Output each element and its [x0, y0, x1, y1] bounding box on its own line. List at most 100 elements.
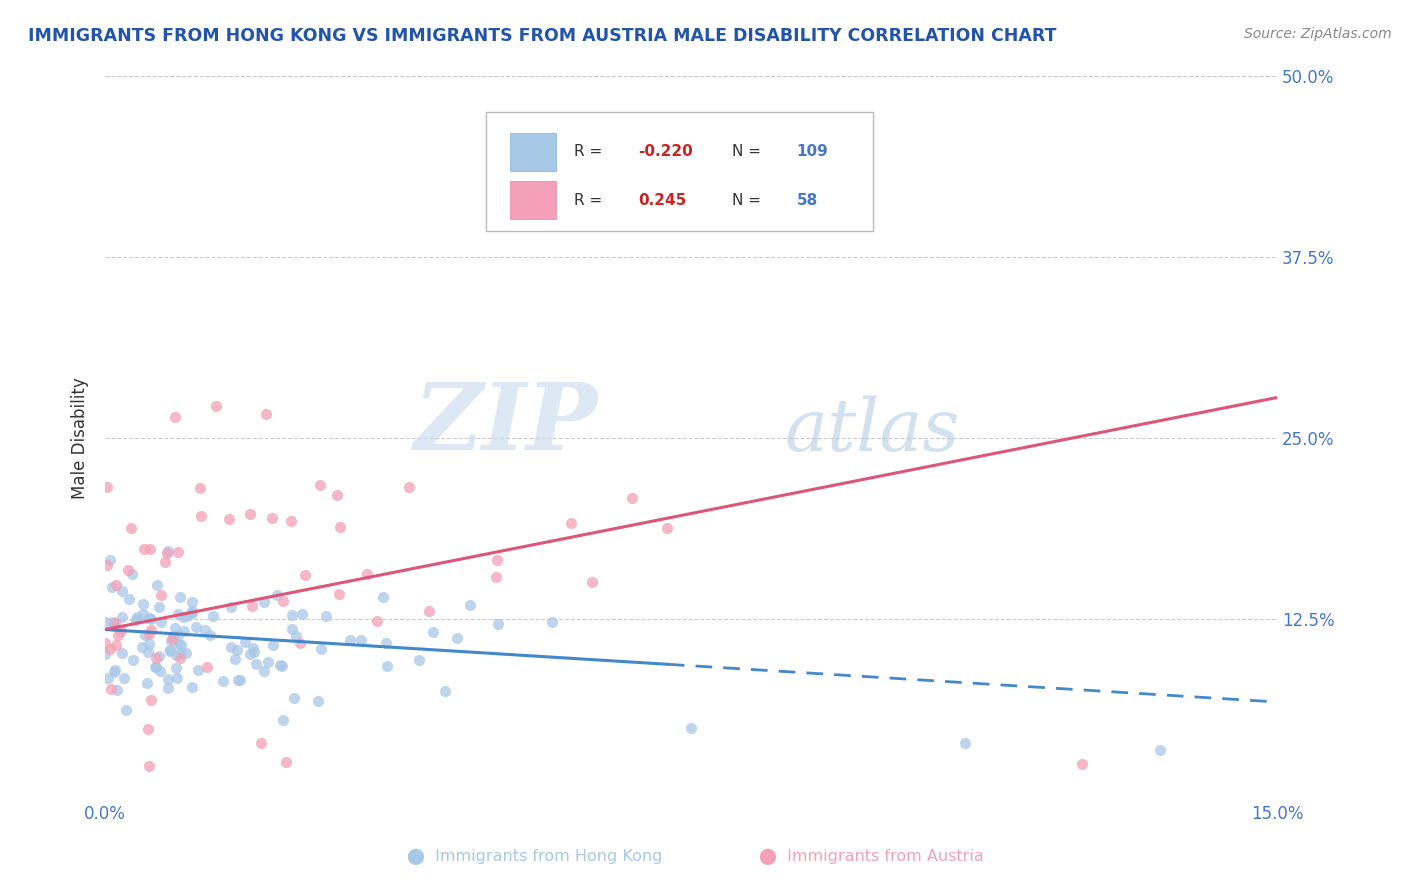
Point [94, 647, 117, 661]
Point [110, 624, 132, 639]
Point [138, 645, 160, 659]
Point [602, 155, 624, 169]
Point [120, 521, 142, 535]
Point [486, 617, 509, 632]
Point [375, 659, 398, 673]
Point [245, 657, 267, 671]
Point [148, 600, 170, 615]
Point [398, 479, 420, 493]
Point [184, 620, 207, 634]
Point [176, 646, 198, 660]
Point [371, 591, 394, 605]
Point [205, 399, 228, 413]
Point [181, 680, 204, 694]
Text: ZIP: ZIP [413, 378, 598, 468]
Point [219, 640, 242, 655]
Point [180, 595, 202, 609]
Point [253, 594, 276, 608]
Point [176, 609, 198, 624]
Point [167, 628, 190, 642]
Point [219, 600, 242, 615]
Point [97, 671, 120, 685]
Point [181, 606, 204, 620]
Point [163, 409, 186, 424]
Text: Source: ZipAtlas.com: Source: ZipAtlas.com [1244, 27, 1392, 41]
Point [422, 624, 444, 639]
Point [136, 722, 159, 736]
Point [157, 681, 180, 696]
Point [117, 563, 139, 577]
Point [434, 684, 457, 698]
Point [242, 640, 264, 655]
Point [254, 407, 277, 421]
Point [188, 481, 211, 495]
Point [271, 593, 294, 607]
Point [195, 659, 218, 673]
Text: R =: R = [574, 193, 607, 208]
Text: ⬤  Immigrants from Hong Kong: ⬤ Immigrants from Hong Kong [406, 849, 662, 865]
Point [408, 653, 430, 667]
Point [262, 638, 284, 652]
Point [181, 604, 204, 618]
Point [187, 663, 209, 677]
Point [308, 477, 330, 491]
Point [681, 721, 703, 735]
Bar [509, 181, 557, 219]
Point [252, 664, 274, 678]
Point [309, 641, 332, 656]
Point [170, 638, 193, 652]
Point [166, 607, 188, 621]
Point [159, 643, 181, 657]
Point [167, 545, 190, 559]
Point [132, 541, 155, 556]
Point [172, 609, 194, 624]
Text: -0.220: -0.220 [638, 145, 693, 159]
Point [194, 623, 217, 637]
Point [103, 615, 125, 629]
Point [105, 682, 128, 697]
Point [104, 616, 127, 631]
Point [121, 567, 143, 582]
Text: R =: R = [574, 145, 607, 159]
Point [356, 567, 378, 582]
Point [621, 491, 644, 505]
Point [200, 628, 222, 642]
Point [294, 567, 316, 582]
Point [138, 541, 160, 556]
Point [228, 673, 250, 687]
Point [486, 552, 509, 566]
Point [271, 713, 294, 727]
Point [131, 640, 153, 654]
Point [283, 690, 305, 705]
Point [103, 618, 125, 632]
Text: ⬤  Immigrants from Austria: ⬤ Immigrants from Austria [759, 849, 984, 865]
Point [105, 578, 128, 592]
Point [350, 632, 373, 647]
Point [111, 610, 134, 624]
Point [418, 604, 440, 618]
Point [257, 656, 280, 670]
Point [240, 599, 263, 613]
Point [262, 511, 284, 525]
Text: IMMIGRANTS FROM HONG KONG VS IMMIGRANTS FROM AUSTRIA MALE DISABILITY CORRELATION: IMMIGRANTS FROM HONG KONG VS IMMIGRANTS … [28, 27, 1057, 45]
Point [329, 519, 352, 533]
Point [541, 615, 564, 629]
Point [149, 664, 172, 678]
Point [100, 682, 122, 697]
Text: 109: 109 [797, 145, 828, 159]
Point [169, 590, 191, 604]
Point [138, 759, 160, 773]
Y-axis label: Male Disability: Male Disability [72, 377, 89, 499]
Point [103, 665, 125, 679]
Text: 0.245: 0.245 [638, 193, 686, 208]
Point [243, 645, 266, 659]
Point [94, 636, 117, 650]
Point [94, 615, 117, 629]
Point [141, 612, 163, 626]
Point [366, 614, 388, 628]
Point [134, 628, 156, 642]
Point [657, 521, 679, 535]
Point [276, 755, 298, 769]
Point [150, 615, 173, 629]
Point [132, 607, 155, 622]
